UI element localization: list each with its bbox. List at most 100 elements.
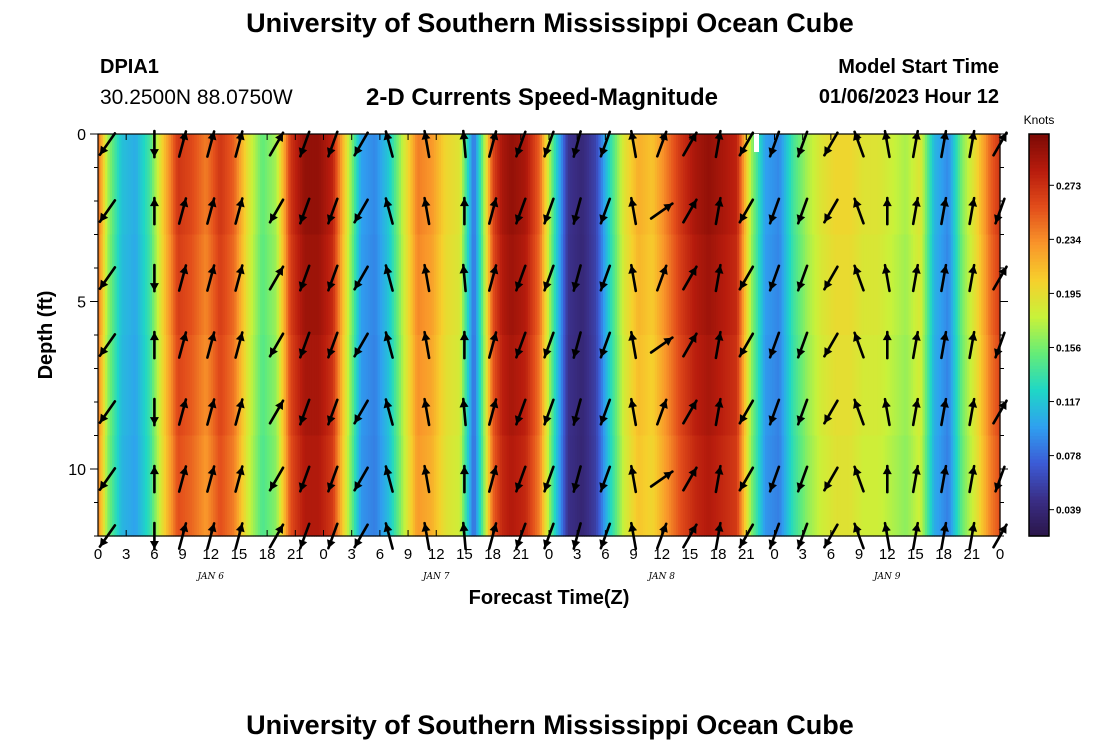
heatmap-cell [837, 134, 841, 236]
heatmap-cell [816, 435, 820, 537]
heatmap-cell [854, 234, 858, 336]
heatmap-cell [889, 234, 893, 336]
heatmap-cell [170, 435, 174, 537]
current-arrow [823, 399, 839, 425]
heatmap-cell [736, 435, 740, 537]
heatmap-cell [941, 134, 945, 236]
heatmap-cell [257, 435, 261, 537]
heatmap-cell [549, 134, 552, 236]
heatmap-cell [241, 234, 245, 336]
heatmap-cell [471, 234, 475, 336]
heatmap-cell [354, 335, 357, 437]
heatmap-cell [250, 134, 254, 236]
y-tick-label: 0 [77, 127, 86, 144]
heatmap-cell [191, 134, 195, 236]
heatmap-cell [321, 435, 325, 537]
heatmap-cell [955, 234, 959, 336]
heatmap-cell [652, 234, 656, 336]
current-arrow [177, 331, 189, 359]
heatmap-cell [128, 435, 132, 537]
heatmap-cell [401, 435, 404, 537]
heatmap-cell [142, 435, 146, 537]
heatmap-cell [431, 134, 435, 236]
heatmap-cell [699, 134, 703, 236]
station-id: DPIA1 [100, 56, 159, 78]
heatmap-cell [976, 435, 980, 537]
heatmap-cell [866, 435, 870, 537]
current-arrow [911, 464, 921, 494]
heatmap-cell [668, 435, 672, 537]
heatmap-cell [316, 335, 320, 437]
heatmap-cell [140, 335, 144, 437]
heatmap-cell [386, 335, 390, 437]
heatmap-cell [133, 134, 137, 236]
heatmap-cell [525, 234, 529, 336]
heatmap-cell [595, 234, 599, 336]
heatmap-cell [793, 335, 797, 437]
x-tick-label: 15 [907, 546, 924, 563]
heatmap-cell [199, 234, 202, 336]
heatmap-cell [751, 234, 754, 336]
heatmap-cell [781, 234, 785, 336]
heatmap-cell [668, 335, 672, 437]
x-tick-label: 21 [963, 546, 980, 563]
heatmap-cell [177, 134, 181, 236]
heatmap-cell [271, 134, 275, 236]
heatmap-cell [523, 234, 527, 336]
heatmap-cell [586, 435, 590, 537]
colorbar-segment [1029, 365, 1049, 370]
heatmap-cell [969, 134, 973, 236]
heatmap-cell [438, 234, 442, 336]
heatmap-cell [960, 435, 964, 537]
current-arrow [177, 264, 189, 292]
heatmap-cell [133, 435, 137, 537]
heatmap-cell [661, 335, 665, 437]
heatmap-cell [175, 234, 179, 336]
heatmap-cell [130, 335, 134, 437]
heatmap-cell [948, 435, 952, 537]
colorbar-segment [1029, 388, 1049, 393]
heatmap-cell [473, 134, 477, 236]
heatmap-cell [450, 435, 454, 537]
colorbar-segment [1029, 257, 1049, 262]
heatmap-cell [384, 435, 388, 537]
heatmap-cell [922, 134, 926, 236]
model-start-label: Model Start Time [838, 56, 999, 78]
heatmap-cell [868, 435, 872, 537]
colorbar-segment [1029, 462, 1049, 467]
current-arrow [655, 398, 668, 426]
heatmap-cell [748, 335, 752, 437]
heatmap-cell [325, 234, 329, 336]
heatmap-cell [189, 435, 193, 537]
heatmap-cell [927, 134, 931, 236]
heatmap-cell [565, 234, 569, 336]
colorbar-segment [1029, 452, 1049, 457]
heatmap-cell [311, 435, 315, 537]
heatmap-cell [873, 435, 877, 537]
heatmap-cell [607, 134, 611, 236]
heatmap-cell [182, 435, 186, 537]
current-arrow [714, 330, 724, 360]
current-arrow [911, 263, 921, 293]
colorbar-tick-label: 0.117 [1056, 398, 1081, 409]
heatmap-cell [393, 435, 397, 537]
heatmap-cell [339, 335, 343, 437]
heatmap-cell [300, 335, 303, 437]
heatmap-cell [992, 234, 996, 336]
heatmap-cell [551, 234, 555, 336]
current-arrow [796, 264, 809, 292]
heatmap-cell [574, 134, 578, 236]
heatmap-cell [875, 435, 879, 537]
heatmap-cell [628, 435, 632, 537]
heatmap-cell [962, 134, 966, 236]
current-arrow [234, 331, 245, 359]
x-tick-label: 18 [259, 546, 276, 563]
heatmap-cell [429, 234, 433, 336]
heatmap-cell [184, 435, 188, 537]
heatmap-cell [854, 134, 858, 236]
heatmap-cell [849, 335, 853, 437]
current-arrow [421, 464, 431, 494]
heatmap-cell [595, 435, 599, 537]
heatmap-cell [403, 335, 407, 437]
current-arrow [383, 331, 394, 359]
